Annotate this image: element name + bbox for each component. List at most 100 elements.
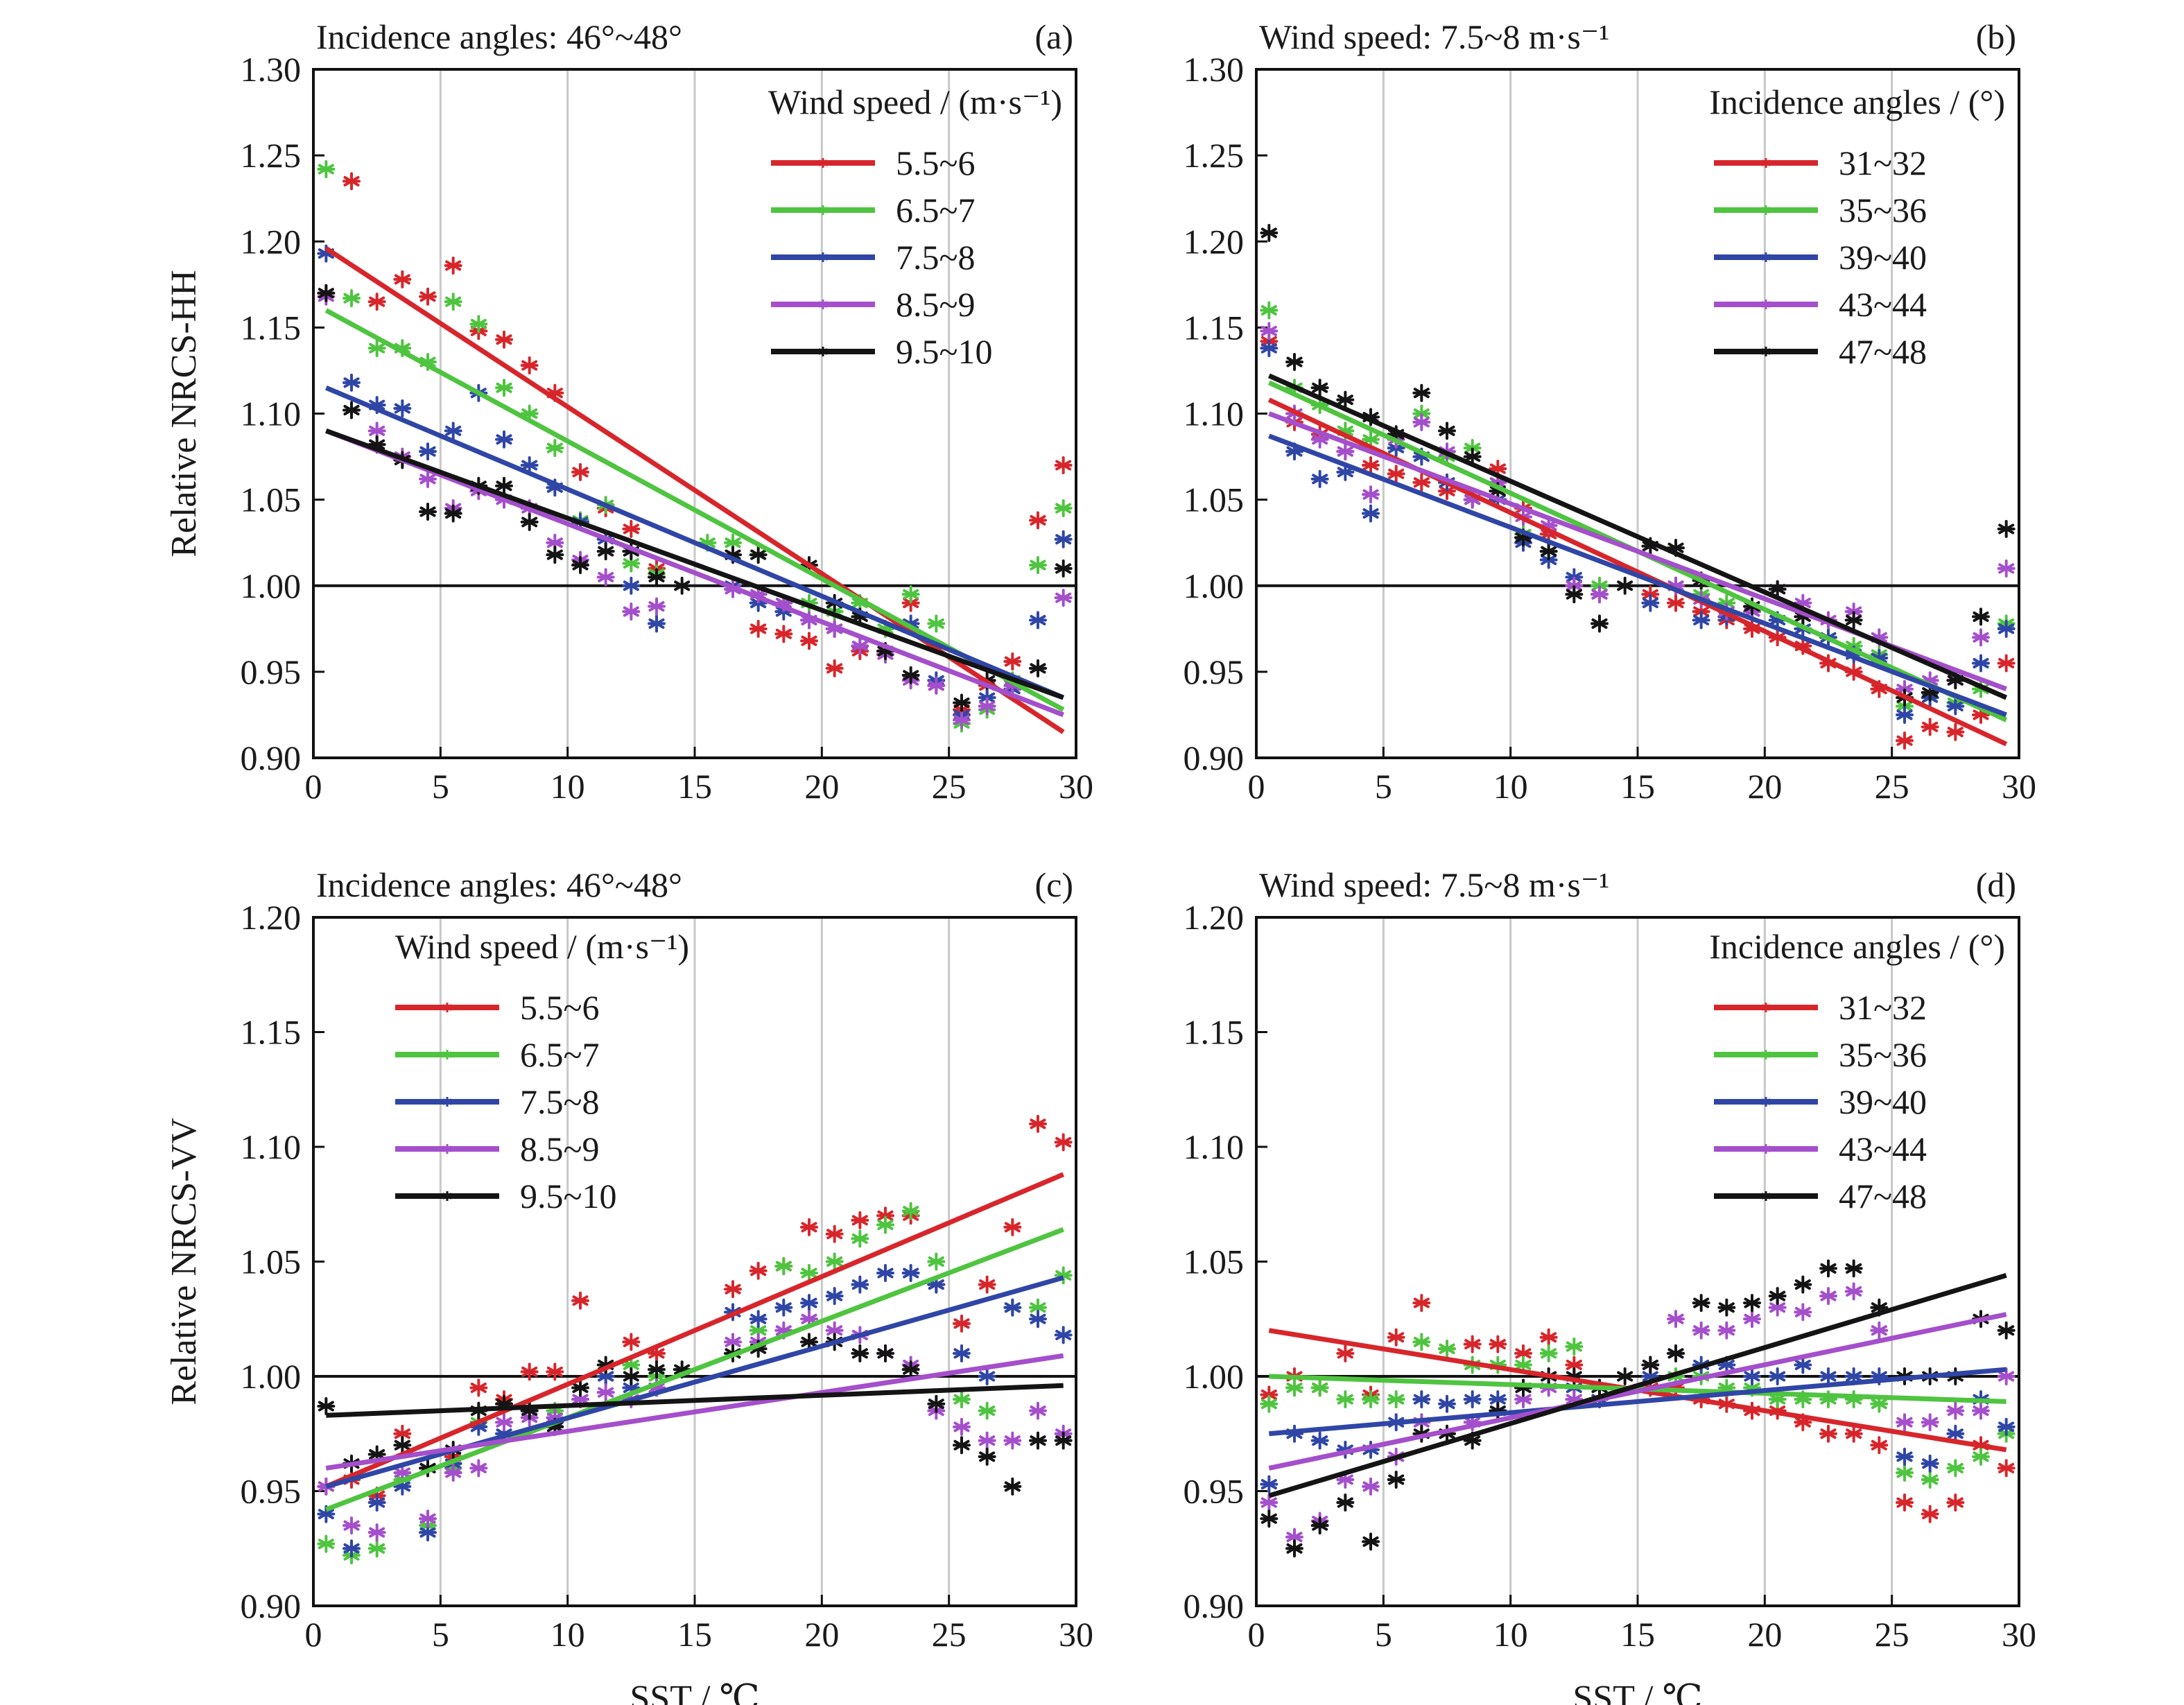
data-point [1336, 1390, 1355, 1409]
data-point [1819, 1259, 1837, 1278]
data-point [1029, 511, 1047, 530]
data-point [1565, 1356, 1584, 1374]
data-point [317, 1505, 336, 1523]
data-point [1463, 1390, 1482, 1409]
x-tick-label: 25 [932, 767, 967, 806]
legend-label: 5.5~6 [896, 144, 976, 182]
data-point [1003, 1431, 1022, 1450]
data-point [953, 1314, 971, 1333]
data-point [495, 379, 513, 397]
legend-label: 31~32 [1839, 144, 1927, 182]
legend-marker [442, 1097, 452, 1107]
legend-label: 43~44 [1839, 1130, 1927, 1168]
legend-marker [1761, 205, 1771, 215]
data-point [1539, 542, 1558, 561]
y-tick-label: 0.95 [1184, 1472, 1245, 1511]
data-point [419, 442, 437, 461]
data-point [1896, 1464, 1914, 1482]
data-point [596, 1356, 615, 1374]
y-axis-title: Relative NRCS-HH [164, 270, 204, 557]
data-point [1819, 1390, 1837, 1409]
data-point [825, 1224, 844, 1243]
data-point [1412, 1333, 1431, 1351]
data-point [953, 693, 971, 712]
fit-line [324, 386, 1065, 700]
data-point [1362, 504, 1380, 523]
x-axis-title: SST / ℃ [1572, 1679, 1702, 1705]
data-point [901, 1202, 920, 1220]
data-point [800, 1310, 818, 1328]
data-point [469, 1417, 488, 1436]
y-tick-label: 1.25 [241, 136, 302, 175]
legend-title: Wind speed / (m·s⁻¹) [768, 83, 1062, 121]
fit-line [1268, 1312, 2007, 1471]
data-point [1285, 353, 1303, 372]
data-point [1921, 1413, 1939, 1432]
data-point [1768, 1298, 1787, 1317]
data-point [367, 422, 386, 440]
data-point [1692, 1321, 1710, 1340]
data-point [1029, 659, 1047, 677]
data-point [444, 422, 462, 440]
data-point [1921, 718, 1939, 736]
data-point [724, 546, 742, 564]
data-point [1946, 1424, 1965, 1443]
data-point [1591, 614, 1609, 633]
data-point [774, 1257, 793, 1276]
data-point [622, 602, 641, 621]
legend-marker [818, 158, 828, 168]
data-point [520, 1401, 539, 1420]
legend-marker [442, 1050, 452, 1059]
data-point [1387, 465, 1405, 483]
data-point [749, 1310, 768, 1328]
data-point [1362, 408, 1380, 426]
data-point [1819, 1287, 1837, 1306]
x-tick-label: 5 [1375, 1615, 1392, 1654]
data-point [495, 430, 513, 449]
legend-title: Incidence angles / (°) [1709, 927, 2005, 966]
data-point [1896, 1447, 1914, 1466]
data-point [1844, 1390, 1863, 1409]
data-point [978, 1275, 996, 1294]
y-tick-label: 0.90 [1184, 1586, 1245, 1625]
data-point [1972, 628, 1990, 647]
legend-marker [442, 1191, 452, 1201]
data-point [1362, 1440, 1380, 1459]
data-point [927, 1252, 946, 1271]
data-point [1054, 530, 1073, 548]
data-point [1768, 1367, 1787, 1385]
data-point [876, 642, 894, 661]
y-tick-label: 1.10 [241, 395, 302, 433]
data-point [317, 159, 336, 178]
panel-tag: (d) [1976, 865, 2016, 904]
legend-marker [442, 1144, 452, 1154]
data-point [1362, 456, 1380, 474]
data-point [1794, 637, 1812, 655]
data-point [1054, 589, 1073, 607]
y-tick-label: 1.05 [241, 481, 302, 519]
data-point [343, 1516, 361, 1535]
fit-line [326, 1383, 1064, 1418]
data-point [1717, 1378, 1736, 1397]
fit-line [1269, 1367, 2007, 1437]
data-point [1438, 1340, 1456, 1358]
data-point [571, 555, 589, 574]
panel-condition: Incidence angles: 46°~48° [316, 865, 682, 904]
data-point [1310, 469, 1329, 488]
legend-label: 39~40 [1839, 238, 1927, 277]
data-point [1387, 425, 1405, 444]
data-point [393, 1424, 412, 1443]
data-point [520, 1362, 539, 1381]
data-point [1260, 339, 1279, 358]
x-tick-label: 20 [1747, 767, 1782, 806]
legend: Wind speed / (m·s⁻¹) 5.5~6 6.5~7 7.5~8 8.5~9… [768, 83, 1062, 371]
data-point [367, 1445, 386, 1464]
y-tick-label: 1.20 [1184, 898, 1245, 937]
data-point [1921, 671, 1939, 690]
data-point [343, 289, 361, 308]
data-point [1029, 1114, 1047, 1133]
data-point [1667, 1344, 1685, 1362]
data-point [1997, 1321, 2016, 1340]
data-point [1438, 1424, 1456, 1443]
